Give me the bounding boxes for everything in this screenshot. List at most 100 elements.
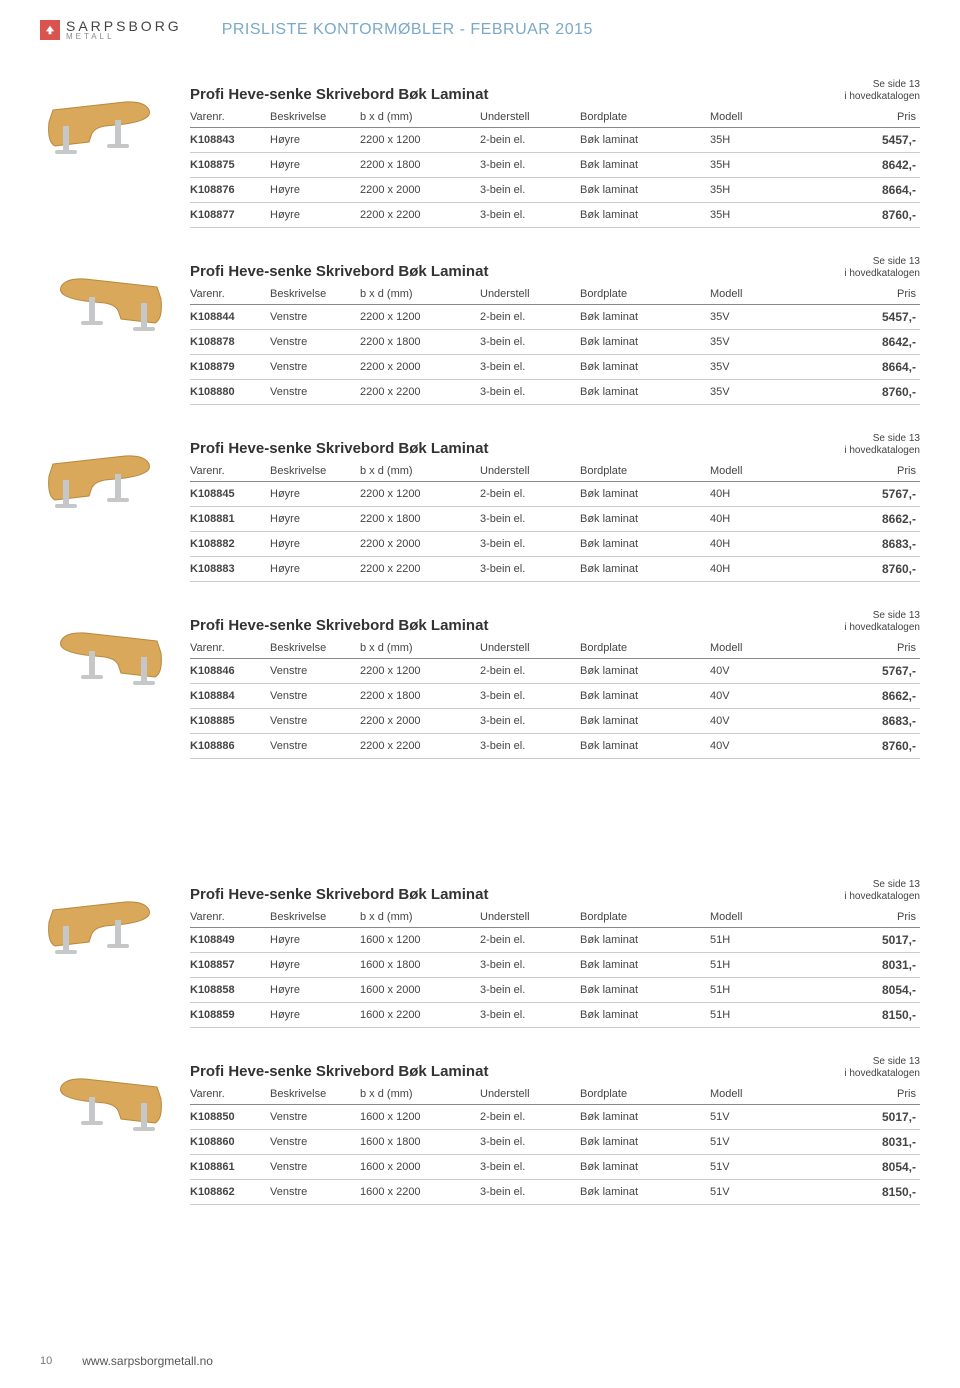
product-table-wrap: Profi Heve-senke Skrivebord Bøk Laminat …: [190, 79, 920, 228]
price-table: Varenr. Beskrivelse b x d (mm) Understel…: [190, 107, 920, 228]
cell-varenr: K108882: [190, 532, 270, 557]
cell-understell: 3-bein el.: [480, 709, 580, 734]
product-table-wrap: Profi Heve-senke Skrivebord Bøk Laminat …: [190, 433, 920, 582]
cell-modell: 51V: [710, 1155, 780, 1180]
cell-bordplate: Bøk laminat: [580, 1130, 710, 1155]
cell-varenr: K108862: [190, 1180, 270, 1205]
col-bordplate: Bordplate: [580, 907, 710, 928]
cell-beskrivelse: Venstre: [270, 734, 360, 759]
cell-understell: 3-bein el.: [480, 1130, 580, 1155]
see-page-line2: i hovedkatalogen: [844, 445, 920, 457]
cell-dim: 2200 x 2000: [360, 532, 480, 557]
product-thumbnail: [40, 1066, 170, 1141]
cell-dim: 1600 x 2200: [360, 1180, 480, 1205]
col-dim: b x d (mm): [360, 461, 480, 482]
table-header-row: Varenr. Beskrivelse b x d (mm) Understel…: [190, 907, 920, 928]
cell-beskrivelse: Venstre: [270, 709, 360, 734]
cell-bordplate: Bøk laminat: [580, 684, 710, 709]
cell-understell: 3-bein el.: [480, 1155, 580, 1180]
cell-dim: 2200 x 2000: [360, 355, 480, 380]
cell-bordplate: Bøk laminat: [580, 355, 710, 380]
cell-beskrivelse: Venstre: [270, 1105, 360, 1130]
col-varenr: Varenr.: [190, 907, 270, 928]
table-row: K108844 Venstre 2200 x 1200 2-bein el. B…: [190, 305, 920, 330]
cell-bordplate: Bøk laminat: [580, 659, 710, 684]
cell-pris: 5767,-: [780, 482, 920, 507]
table-row: K108860 Venstre 1600 x 1800 3-bein el. B…: [190, 1130, 920, 1155]
table-row: K108879 Venstre 2200 x 2000 3-bein el. B…: [190, 355, 920, 380]
table-row: K108843 Høyre 2200 x 1200 2-bein el. Bøk…: [190, 128, 920, 153]
cell-modell: 40H: [710, 532, 780, 557]
cell-pris: 8054,-: [780, 1155, 920, 1180]
col-varenr: Varenr.: [190, 107, 270, 128]
cell-dim: 1600 x 1800: [360, 953, 480, 978]
cell-modell: 51V: [710, 1180, 780, 1205]
title-row: Profi Heve-senke Skrivebord Bøk Laminat …: [190, 610, 920, 634]
title-row: Profi Heve-senke Skrivebord Bøk Laminat …: [190, 1056, 920, 1080]
cell-dim: 2200 x 1800: [360, 153, 480, 178]
page-title: PRISLISTE KONTORMØBLER - FEBRUAR 2015: [222, 21, 593, 39]
cell-dim: 2200 x 1200: [360, 659, 480, 684]
cell-understell: 2-bein el.: [480, 928, 580, 953]
see-page-ref: Se side 13 i hovedkatalogen: [844, 879, 920, 903]
col-pris: Pris: [780, 907, 920, 928]
see-page-line2: i hovedkatalogen: [844, 1068, 920, 1080]
cell-understell: 2-bein el.: [480, 659, 580, 684]
cell-bordplate: Bøk laminat: [580, 978, 710, 1003]
cell-modell: 35V: [710, 380, 780, 405]
col-modell: Modell: [710, 284, 780, 305]
col-understell: Understell: [480, 284, 580, 305]
desk-icon: [45, 446, 165, 516]
product-section: Profi Heve-senke Skrivebord Bøk Laminat …: [40, 879, 920, 1028]
cell-modell: 51H: [710, 928, 780, 953]
table-row: K108859 Høyre 1600 x 2200 3-bein el. Bøk…: [190, 1003, 920, 1028]
cell-understell: 3-bein el.: [480, 380, 580, 405]
cell-understell: 2-bein el.: [480, 305, 580, 330]
see-page-ref: Se side 13 i hovedkatalogen: [844, 610, 920, 634]
col-bordplate: Bordplate: [580, 284, 710, 305]
cell-modell: 35V: [710, 330, 780, 355]
cell-bordplate: Bøk laminat: [580, 305, 710, 330]
price-table: Varenr. Beskrivelse b x d (mm) Understel…: [190, 1084, 920, 1205]
cell-bordplate: Bøk laminat: [580, 557, 710, 582]
cell-modell: 40V: [710, 734, 780, 759]
cell-pris: 8760,-: [780, 203, 920, 228]
col-dim: b x d (mm): [360, 284, 480, 305]
product-title: Profi Heve-senke Skrivebord Bøk Laminat: [190, 440, 488, 457]
cell-understell: 3-bein el.: [480, 355, 580, 380]
cell-varenr: K108878: [190, 330, 270, 355]
cell-modell: 51H: [710, 953, 780, 978]
product-section: Profi Heve-senke Skrivebord Bøk Laminat …: [40, 256, 920, 405]
desk-icon: [45, 892, 165, 962]
table-header-row: Varenr. Beskrivelse b x d (mm) Understel…: [190, 1084, 920, 1105]
col-dim: b x d (mm): [360, 638, 480, 659]
cell-modell: 40H: [710, 482, 780, 507]
cell-modell: 35H: [710, 128, 780, 153]
footer-url: www.sarpsborgmetall.no: [82, 1354, 213, 1368]
cell-bordplate: Bøk laminat: [580, 203, 710, 228]
cell-dim: 1600 x 1200: [360, 1105, 480, 1130]
cell-understell: 2-bein el.: [480, 1105, 580, 1130]
cell-dim: 2200 x 1800: [360, 330, 480, 355]
col-modell: Modell: [710, 907, 780, 928]
cell-bordplate: Bøk laminat: [580, 1003, 710, 1028]
cell-varenr: K108877: [190, 203, 270, 228]
brand-logo: SARPSBORG METALL: [40, 18, 182, 41]
cell-beskrivelse: Venstre: [270, 355, 360, 380]
cell-bordplate: Bøk laminat: [580, 709, 710, 734]
cell-pris: 5017,-: [780, 1105, 920, 1130]
col-understell: Understell: [480, 107, 580, 128]
cell-bordplate: Bøk laminat: [580, 178, 710, 203]
cell-varenr: K108860: [190, 1130, 270, 1155]
cell-beskrivelse: Venstre: [270, 380, 360, 405]
col-bordplate: Bordplate: [580, 107, 710, 128]
cell-beskrivelse: Venstre: [270, 305, 360, 330]
col-dim: b x d (mm): [360, 907, 480, 928]
see-page-ref: Se side 13 i hovedkatalogen: [844, 1056, 920, 1080]
see-page-line2: i hovedkatalogen: [844, 268, 920, 280]
cell-modell: 51H: [710, 1003, 780, 1028]
col-beskrivelse: Beskrivelse: [270, 284, 360, 305]
cell-varenr: K108843: [190, 128, 270, 153]
table-row: K108857 Høyre 1600 x 1800 3-bein el. Bøk…: [190, 953, 920, 978]
table-row: K108883 Høyre 2200 x 2200 3-bein el. Bøk…: [190, 557, 920, 582]
